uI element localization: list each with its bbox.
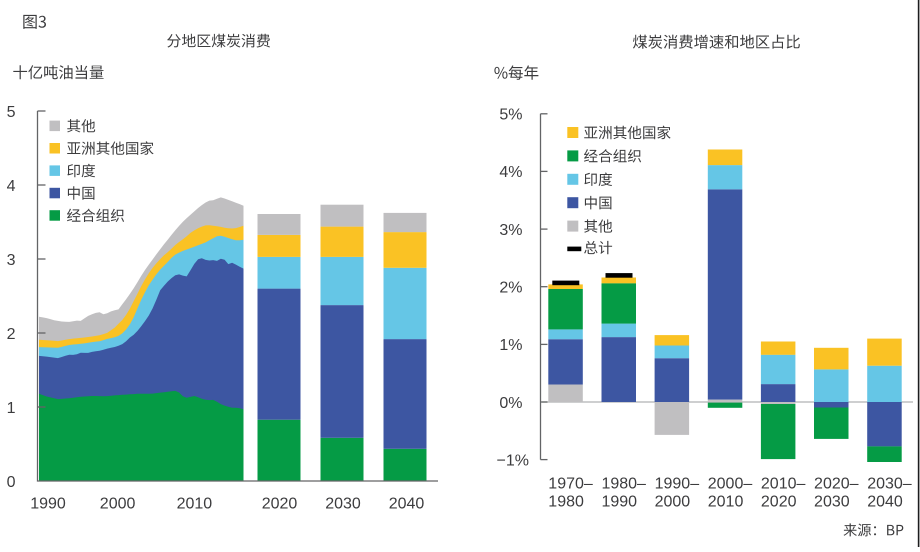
svg-text:1990: 1990 xyxy=(30,496,66,513)
svg-text:2030: 2030 xyxy=(814,494,850,511)
svg-text:2020: 2020 xyxy=(761,494,797,511)
svg-text:2%: 2% xyxy=(499,280,522,297)
svg-text:3%: 3% xyxy=(499,222,522,239)
svg-text:2030: 2030 xyxy=(325,496,361,513)
svg-text:1990: 1990 xyxy=(601,494,637,511)
svg-text:4%: 4% xyxy=(499,164,522,181)
svg-text:1990–: 1990– xyxy=(655,475,700,492)
svg-text:1970–: 1970– xyxy=(548,475,593,492)
svg-text:2040: 2040 xyxy=(389,496,425,513)
svg-text:2000: 2000 xyxy=(100,496,136,513)
svg-text:0: 0 xyxy=(7,474,16,491)
svg-text:0%: 0% xyxy=(499,395,522,412)
svg-text:2010: 2010 xyxy=(708,494,744,511)
svg-text:2020–: 2020– xyxy=(814,475,859,492)
svg-text:1980: 1980 xyxy=(548,494,584,511)
svg-text:3: 3 xyxy=(7,252,16,269)
svg-text:2010–: 2010– xyxy=(761,475,806,492)
svg-text:5: 5 xyxy=(7,104,16,121)
svg-text:2010: 2010 xyxy=(177,496,213,513)
svg-text:2000: 2000 xyxy=(655,494,691,511)
svg-text:1%: 1% xyxy=(499,337,522,354)
svg-text:−1%: −1% xyxy=(497,452,529,469)
svg-text:4: 4 xyxy=(7,178,16,195)
svg-text:2020: 2020 xyxy=(262,496,298,513)
svg-text:2: 2 xyxy=(7,326,16,343)
svg-text:1980–: 1980– xyxy=(601,475,646,492)
svg-text:2040: 2040 xyxy=(867,494,903,511)
svg-text:1: 1 xyxy=(7,400,16,417)
svg-text:2030–: 2030– xyxy=(867,475,912,492)
svg-text:5%: 5% xyxy=(499,107,522,124)
svg-text:2000–: 2000– xyxy=(708,475,753,492)
